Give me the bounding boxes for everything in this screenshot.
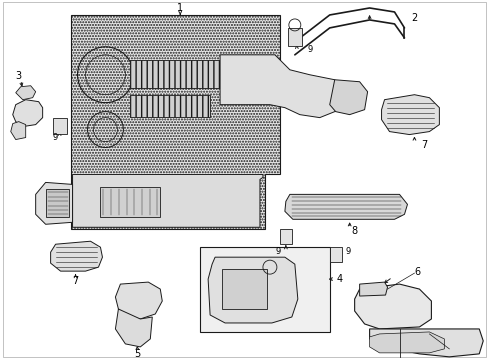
Bar: [130, 95, 210, 117]
Text: 6: 6: [413, 267, 420, 277]
Text: 1: 1: [177, 3, 183, 13]
Polygon shape: [13, 100, 42, 127]
Text: 9: 9: [345, 247, 349, 256]
Bar: [100, 188, 160, 217]
Polygon shape: [70, 15, 279, 229]
Polygon shape: [11, 122, 26, 140]
Polygon shape: [329, 80, 367, 114]
Polygon shape: [285, 194, 407, 219]
Polygon shape: [72, 175, 263, 227]
Polygon shape: [220, 55, 344, 118]
Text: 4: 4: [336, 274, 342, 284]
Text: 9: 9: [53, 133, 58, 142]
Bar: [287, 28, 301, 46]
Polygon shape: [115, 282, 162, 319]
Polygon shape: [381, 95, 439, 135]
Text: 8: 8: [351, 226, 357, 236]
Text: 2: 2: [410, 13, 417, 23]
Text: 3: 3: [16, 71, 22, 81]
Bar: [279, 229, 291, 244]
Polygon shape: [354, 284, 430, 329]
Polygon shape: [115, 309, 152, 347]
Text: 7: 7: [421, 140, 427, 149]
Text: 9: 9: [275, 247, 280, 256]
Bar: [329, 247, 341, 262]
Polygon shape: [45, 189, 68, 217]
Bar: [200, 247, 329, 332]
Bar: [222, 269, 266, 309]
Text: 9: 9: [306, 45, 312, 54]
Polygon shape: [16, 86, 36, 100]
Polygon shape: [208, 257, 297, 323]
Bar: [53, 118, 66, 134]
Polygon shape: [51, 241, 102, 271]
Text: 7: 7: [72, 276, 79, 286]
Polygon shape: [369, 332, 444, 353]
Polygon shape: [36, 183, 72, 224]
Text: 5: 5: [134, 349, 140, 359]
Polygon shape: [369, 329, 482, 357]
Polygon shape: [359, 282, 387, 296]
Bar: [130, 60, 220, 88]
